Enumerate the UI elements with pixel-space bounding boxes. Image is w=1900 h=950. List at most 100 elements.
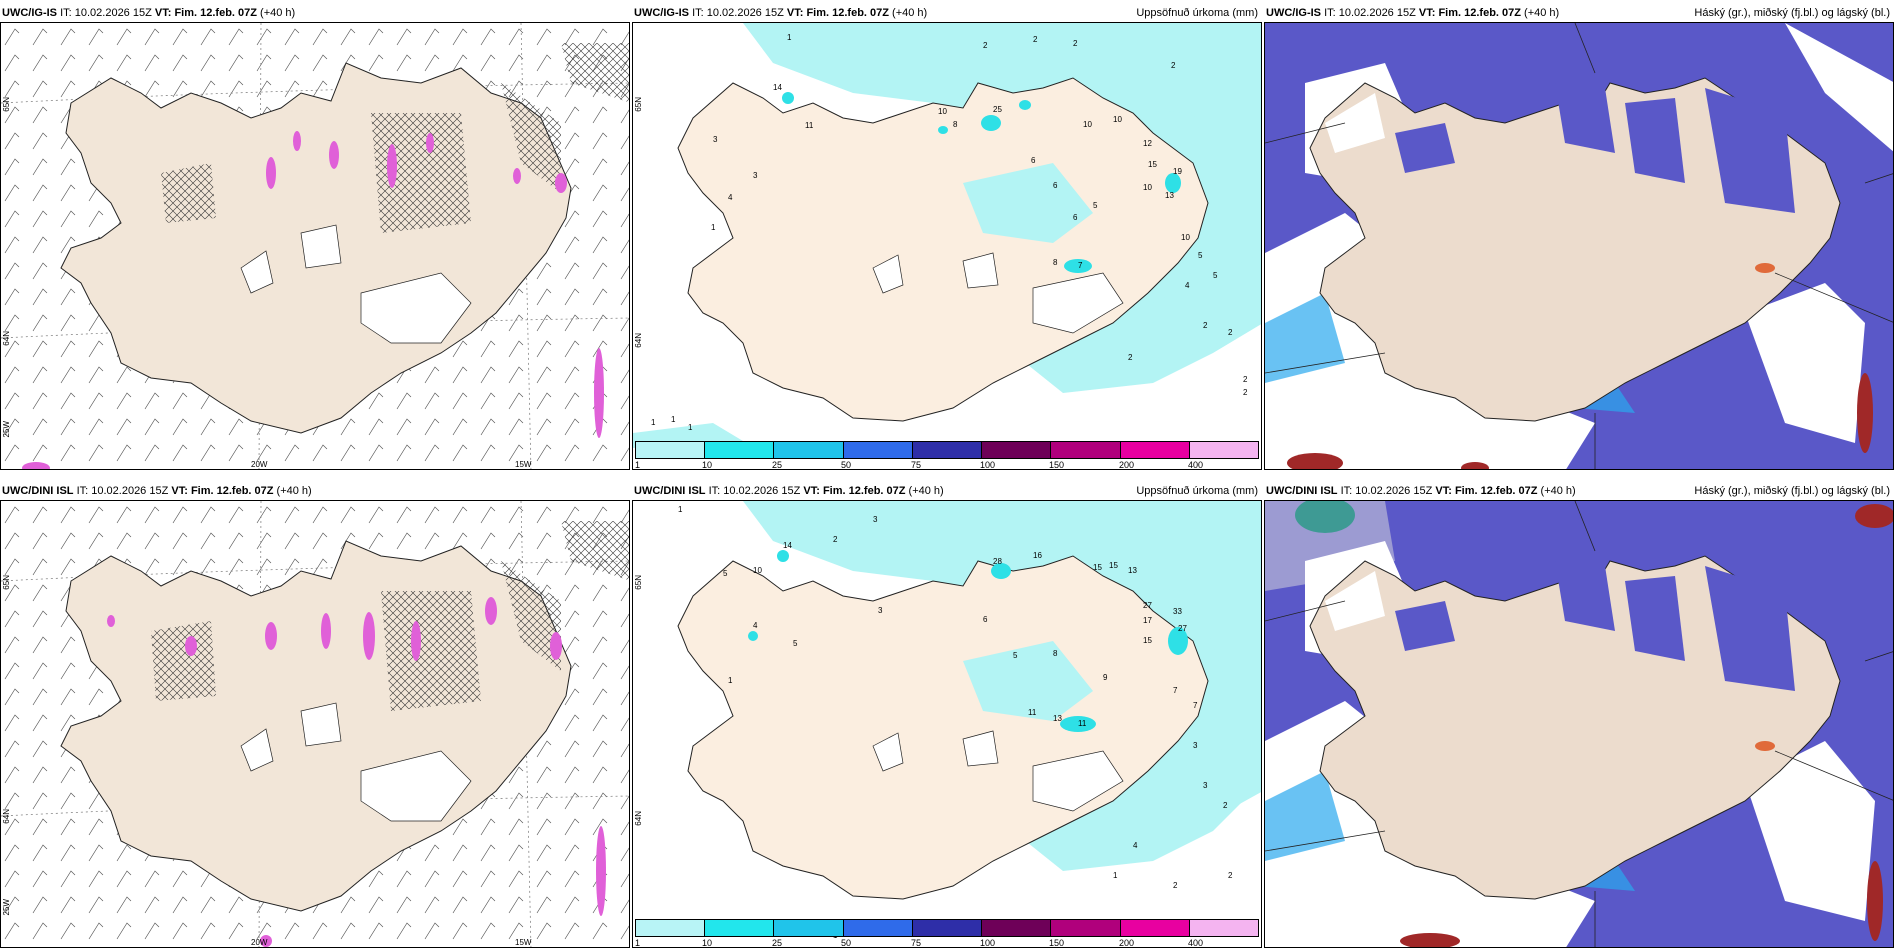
precip-value: 8 [1053,258,1058,267]
legend-ticks: 1 10 25 50 75 100 150 200 400 [635,938,1259,948]
precip-value: 3 [1193,741,1198,750]
precip-value: 8 [953,120,958,129]
panel-title: UWC/IG-IS IT: 10.02.2026 15Z VT: Fim. 12… [2,7,296,19]
precip-value: 2 [1228,871,1233,880]
lon-label-20w: 20W [251,938,268,947]
legend-tick: 50 [841,460,852,470]
precip-value: 13 [1053,714,1062,723]
lat-label-corner: 25W [2,899,11,916]
precip-value: 11 [1028,708,1037,717]
legend-tick: 50 [841,938,852,948]
iceland-land [677,77,1209,422]
precip-value: 2 [1228,328,1233,337]
panel-title: UWC/IG-IS IT: 10.02.2026 15Z VT: Fim. 12… [634,7,1258,19]
precip-value: 2 [1171,61,1176,70]
precip-value: 19 [1173,167,1182,176]
precip-value: 1 [688,423,693,432]
legend-swatch [843,442,913,458]
legend-swatch [912,920,983,936]
legend-swatches [635,441,1259,459]
precip-legend: 1 10 25 50 75 100 150 200 400 [635,919,1259,947]
precip-value: 10 [1083,120,1092,129]
legend-tick: 75 [911,460,922,470]
precip-value: 8 [1053,649,1058,658]
precip-value: 2 [983,41,988,50]
precip-value: 17 [1143,616,1152,625]
precip-value: 2 [1173,881,1178,890]
precip-value: 11 [1078,719,1087,728]
precip-value: 10 [753,566,762,575]
panel-precip-dini: UWC/DINI ISL IT: 10.02.2026 15Z VT: Fim.… [632,478,1262,948]
wind-map: 65N 64N 25W 20W 15W [0,500,630,948]
precip-value: 6 [1073,213,1078,222]
precip-value: 1 [651,418,656,427]
precip-value: 1 [1113,871,1118,880]
precip-value: 15 [1148,160,1157,169]
lon-label-20w: 20W [251,460,268,469]
precip-value: 15 [1109,561,1118,570]
legend-swatch [705,442,775,458]
precip-value: 4 [728,193,733,202]
panel-wind-ig-is: UWC/IG-IS IT: 10.02.2026 15Z VT: Fim. 12… [0,0,630,470]
cloud-title: Háský (gr.), miðský (fj.bl.) og lágský (… [1694,7,1890,19]
legend-swatches [635,919,1259,937]
lat-label-65: 65N [634,97,643,112]
precip-value: 2 [1128,353,1133,362]
legend-swatch [705,920,775,936]
precip-value: 16 [1033,551,1042,560]
panel-title: UWC/DINI ISL IT: 10.02.2026 15Z VT: Fim.… [634,485,1258,497]
precip-value: 12 [1143,139,1152,148]
legend-swatch [843,920,913,936]
precip-value: 14 [783,541,792,550]
precip-value: 6 [1053,181,1058,190]
legend-swatch [982,920,1052,936]
precip-value: 7 [1193,701,1198,710]
cloud-map-svg [1265,501,1893,947]
legend-swatch [1189,442,1258,458]
cloud-map [1264,500,1894,948]
precip-value: 1 [671,415,676,424]
precip-value: 9 [1103,673,1108,682]
precip-value: 33 [1173,607,1182,616]
wind-map-svg [1,23,629,469]
legend-swatch [636,920,706,936]
legend-swatch [774,442,844,458]
legend-tick: 100 [980,938,996,948]
lat-label-64: 64N [634,811,643,826]
precip-value: 3 [878,606,883,615]
legend-swatch [1189,920,1258,936]
precip-value: 3 [753,171,758,180]
panel-precip-ig-is: UWC/IG-IS IT: 10.02.2026 15Z VT: Fim. 12… [632,0,1262,470]
precip-title: Uppsöfnuð úrkoma (mm) [1136,7,1258,19]
precip-map-svg [633,23,1261,469]
legend-tick: 100 [980,460,996,470]
legend-swatch [982,442,1052,458]
precip-legend: 1 10 25 50 75 100 150 200 400 [635,441,1259,469]
precip-value: 1 [711,223,716,232]
precip-value: 5 [1013,651,1018,660]
wind-map: 65N 64N 25W 20W 15W [0,22,630,470]
precip-value: 3 [1203,781,1208,790]
legend-swatch [1120,442,1190,458]
legend-tick: 400 [1188,938,1204,948]
lat-label-65: 65N [634,575,643,590]
legend-swatch [1051,442,1121,458]
lat-label-corner: 25W [2,421,11,438]
precip-value: 25 [993,105,1002,114]
precip-value: 1 [678,505,683,514]
cloud-title: Háský (gr.), miðský (fj.bl.) og lágský (… [1694,485,1890,497]
legend-tick: 75 [911,938,922,948]
panel-title: UWC/IG-IS IT: 10.02.2026 15Z VT: Fim. 12… [1266,7,1890,19]
precip-map: 1 2 3 14 10 5 28 16 15 15 13 27 33 27 17… [632,500,1262,948]
precip-value: 10 [1143,183,1152,192]
precip-value: 3 [873,515,878,524]
panel-wind-dini: UWC/DINI ISL IT: 10.02.2026 15Z VT: Fim.… [0,478,630,948]
lat-label-65: 65N [2,575,11,590]
lat-label-64: 64N [2,809,11,824]
precip-value: 13 [1128,566,1137,575]
precip-value: 15 [1143,636,1152,645]
precip-title: Uppsöfnuð úrkoma (mm) [1136,485,1258,497]
lon-label-15w: 15W [515,460,532,469]
precip-value: 11 [805,121,814,130]
precip-value: 6 [1031,156,1036,165]
